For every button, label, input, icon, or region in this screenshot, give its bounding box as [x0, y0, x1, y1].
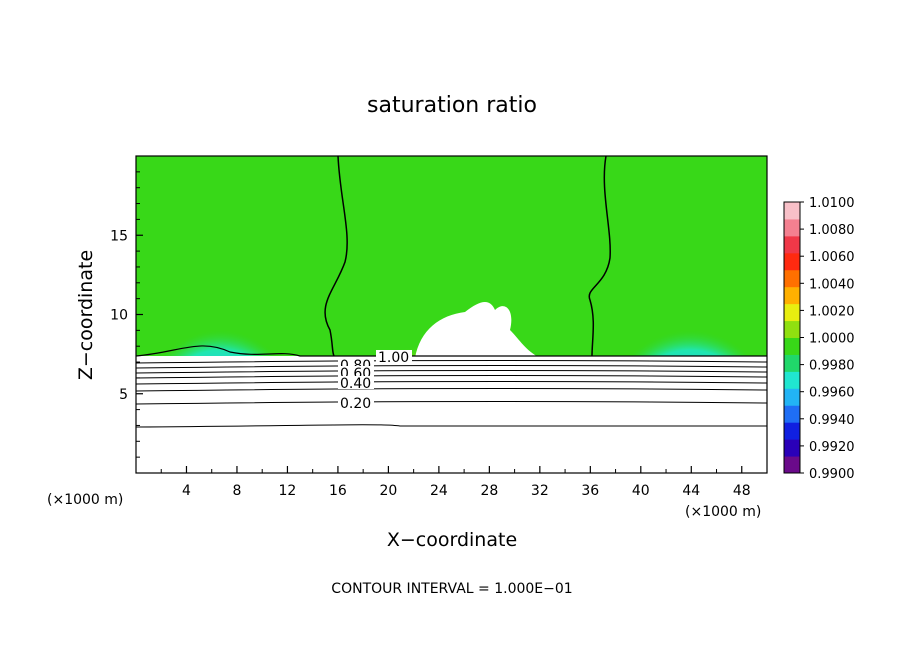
x-tick-label: 36	[581, 483, 599, 499]
colorbar-label: 0.9940	[809, 413, 855, 428]
colorbar-swatch	[784, 388, 800, 406]
x-unit-right: (×1000 m)	[685, 504, 761, 520]
contour-line-0-30	[136, 387, 767, 392]
x-axis-title: X−coordinate	[387, 529, 517, 551]
contour-label-bg	[338, 376, 374, 389]
x-tick-label: 32	[531, 483, 549, 499]
x-tick-label: 40	[632, 483, 650, 499]
contour-interval-note: CONTOUR INTERVAL = 1.000E−01	[331, 581, 572, 597]
colorbar-label: 1.0080	[809, 223, 855, 238]
colorbar-swatch	[784, 354, 800, 372]
x-tick-label: 24	[430, 483, 448, 499]
x-tick-label: 12	[279, 483, 297, 499]
colorbar-swatch	[784, 320, 800, 338]
contour-line-0-80	[136, 359, 767, 364]
chart-title: saturation ratio	[367, 93, 537, 118]
contour-line-0-70	[136, 364, 767, 369]
colorbar-label: 0.9900	[809, 467, 855, 482]
contour-label-bg	[338, 366, 374, 379]
colorbar-swatch	[784, 286, 800, 305]
cloud-free-white-region	[415, 301, 540, 358]
contour-label-bg	[376, 350, 412, 363]
contour-label: 1.00	[378, 350, 409, 366]
colorbar-swatch	[784, 303, 800, 322]
contour-1-00-right	[588, 156, 611, 357]
colorbar-swatch	[784, 439, 800, 457]
colorbar-label: 1.0020	[809, 304, 855, 319]
colorbar-label: 1.0100	[809, 196, 855, 211]
contour-1-00-left	[324, 156, 348, 357]
colorbar-swatch	[784, 218, 800, 237]
contour-line-0-40	[136, 380, 767, 385]
y-tick-label: 10	[110, 308, 128, 324]
x-tick-label: 48	[733, 483, 751, 499]
surface-boundary-line	[136, 345, 767, 357]
contour-label: 0.40	[340, 376, 371, 392]
y-tick-label: 5	[119, 387, 128, 403]
x-axis: 4 8 12 16 20 24 28 32 36 40 44 48	[160, 466, 751, 499]
contour-label-bg	[338, 396, 374, 409]
colorbar-swatch	[784, 422, 800, 440]
colorbar-swatch	[784, 252, 800, 271]
contour-line-0-60	[136, 369, 767, 374]
contour-line-0-10	[136, 424, 767, 428]
colorbar-swatch	[784, 235, 800, 254]
colorbar-swatch	[784, 337, 800, 355]
colorbar-label: 1.0060	[809, 250, 855, 265]
colorbar-swatch	[784, 456, 800, 474]
y-axis: 5 10 15	[110, 171, 143, 458]
colorbar-label: 0.9980	[809, 359, 855, 374]
lower-white-region	[136, 356, 767, 473]
contour-line-0-20	[136, 400, 767, 405]
colorbar-swatch	[784, 269, 800, 288]
x-tick-label: 8	[232, 483, 241, 499]
colorbar-label: 1.0040	[809, 277, 855, 292]
contour-line-0-50	[136, 374, 767, 379]
x-tick-label: 4	[182, 483, 191, 499]
plot-field	[136, 156, 767, 473]
y-tick-label: 15	[110, 228, 128, 244]
x-tick-label: 44	[682, 483, 700, 499]
x-tick-label: 16	[329, 483, 347, 499]
colorbar-swatch	[784, 405, 800, 423]
contour-label: 0.20	[340, 396, 371, 412]
colorbar-swatch	[784, 202, 800, 220]
colorbar-label: 0.9960	[809, 386, 855, 401]
y-axis-title: Z−coordinate	[75, 250, 97, 380]
colorbar-swatch	[784, 371, 800, 389]
x-tick-label: 20	[379, 483, 397, 499]
x-unit-left: (×1000 m)	[47, 492, 123, 508]
x-tick-label: 28	[480, 483, 498, 499]
colorbar: 1.0100 1.0080 1.0060 1.0040 1.0020 1.0000 0.99…	[783, 196, 855, 482]
colorbar-label: 0.9920	[809, 440, 855, 455]
colorbar-label: 1.0000	[809, 332, 855, 347]
contour-labels: 1.000.800.600.400.20	[338, 350, 412, 412]
